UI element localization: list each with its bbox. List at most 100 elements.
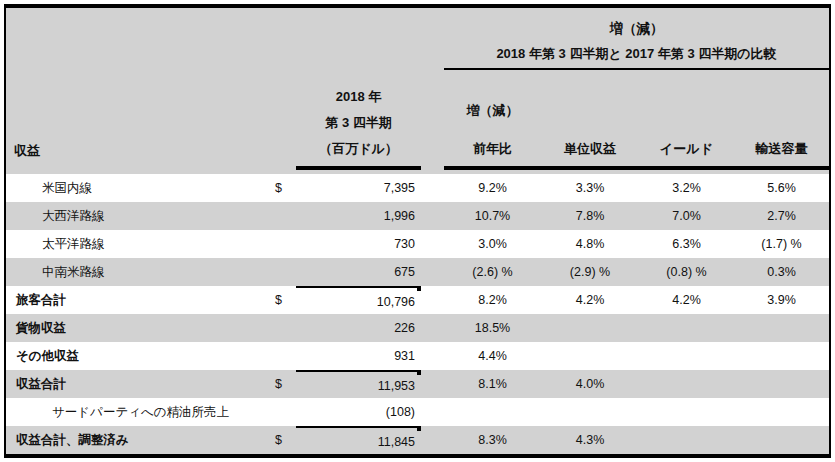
- column-header-change-group: 増（減） 前年比: [444, 100, 541, 162]
- group-title: 増（減）: [444, 16, 829, 42]
- dollar-sign: [271, 230, 296, 258]
- yield-value: [639, 314, 734, 342]
- row-label: 太平洋路線: [6, 230, 271, 258]
- column-header-amount-year: 2018 年: [296, 84, 421, 110]
- amount-value: 11,845: [296, 426, 421, 456]
- column-header-capacity: 輸送容量: [734, 136, 829, 162]
- table-row-revenue-total-adjusted: 収益合計、調整済み $ 11,845 8.3% 4.3%: [6, 426, 829, 454]
- row-label: 大西洋路線: [6, 202, 271, 230]
- column-gap: [421, 426, 444, 456]
- row-label: 収益合計、調整済み: [6, 426, 271, 456]
- row-label: 旅客合計: [6, 286, 271, 316]
- yoy-value: 10.7%: [444, 202, 541, 230]
- header-rule-change-group: [444, 166, 829, 170]
- dollar-sign: [271, 314, 296, 342]
- row-label: 収益合計: [6, 370, 271, 400]
- header-rule-amount-column: [296, 166, 421, 170]
- unit-revenue-value: 3.3%: [541, 174, 639, 202]
- yoy-value: (2.6) %: [444, 258, 541, 286]
- amount-value: 1,996: [296, 202, 421, 230]
- unit-revenue-value: 4.2%: [541, 286, 639, 316]
- column-header-amount-unit: （百万ドル）: [296, 136, 421, 162]
- unit-revenue-value: 4.8%: [541, 230, 639, 258]
- yoy-value: 8.1%: [444, 370, 541, 400]
- table-row-atlantic: 大西洋路線 1,996 10.7% 7.8% 7.0% 2.7%: [6, 202, 829, 230]
- yield-value: [639, 370, 734, 400]
- unit-revenue-value: 7.8%: [541, 202, 639, 230]
- row-label: サードパーティへの精油所売上: [6, 398, 271, 426]
- column-gap: [421, 342, 444, 370]
- column-gap: [421, 370, 444, 400]
- column-header-amount: 2018 年 第 3 四半期 （百万ドル）: [296, 84, 421, 162]
- dollar-sign: [271, 398, 296, 426]
- unit-revenue-value: 4.3%: [541, 426, 639, 456]
- dollar-sign: $: [271, 286, 296, 316]
- table-row-revenue-total: 収益合計 $ 11,953 8.1% 4.0%: [6, 370, 829, 398]
- amount-value: 675: [296, 258, 421, 286]
- revenue-comparison-table: 増（減） 2018 年第 3 四半期と 2017 年第 3 四半期の比較 収益 …: [4, 4, 831, 458]
- yield-value: 4.2%: [639, 286, 734, 316]
- yield-value: [639, 426, 734, 456]
- amount-value: 226: [296, 314, 421, 342]
- column-gap: [421, 230, 444, 258]
- unit-revenue-value: (2.9) %: [541, 258, 639, 286]
- column-header-unit-revenue: 単位収益: [541, 136, 639, 162]
- capacity-value: [734, 398, 829, 426]
- capacity-value: [734, 342, 829, 370]
- table-row-third-party-refinery: サードパーティへの精油所売上 (108): [6, 398, 829, 426]
- yoy-value: [444, 398, 541, 426]
- yoy-value: 8.3%: [444, 426, 541, 456]
- dollar-sign: $: [271, 370, 296, 400]
- capacity-value: (1.7) %: [734, 230, 829, 258]
- column-gap: [421, 258, 444, 286]
- yoy-value: 18.5%: [444, 314, 541, 342]
- unit-revenue-value: 4.0%: [541, 370, 639, 400]
- table-body: 米国内線 $ 7,395 9.2% 3.3% 3.2% 5.6% 大西洋路線 1…: [6, 174, 829, 454]
- table-row-pacific: 太平洋路線 730 3.0% 4.8% 6.3% (1.7) %: [6, 230, 829, 258]
- column-header-yield: イールド: [639, 136, 734, 162]
- unit-revenue-value: [541, 342, 639, 370]
- capacity-value: [734, 314, 829, 342]
- table-row-passenger-total: 旅客合計 $ 10,796 8.2% 4.2% 4.2% 3.9%: [6, 286, 829, 314]
- yield-value: 6.3%: [639, 230, 734, 258]
- amount-value: 931: [296, 342, 421, 370]
- yield-value: [639, 398, 734, 426]
- column-header-yoy: 前年比: [444, 136, 541, 162]
- table-row-cargo-revenue: 貨物収益 226 18.5%: [6, 314, 829, 342]
- yield-value: 7.0%: [639, 202, 734, 230]
- table-row-domestic: 米国内線 $ 7,395 9.2% 3.3% 3.2% 5.6%: [6, 174, 829, 202]
- column-header-revenue: 収益: [6, 142, 271, 162]
- row-label: 貨物収益: [6, 314, 271, 342]
- column-gap: [421, 202, 444, 230]
- unit-revenue-value: [541, 398, 639, 426]
- amount-value: (108): [296, 398, 421, 426]
- yoy-value: 4.4%: [444, 342, 541, 370]
- dollar-sign: $: [271, 174, 296, 202]
- column-gap: [421, 174, 444, 202]
- amount-value: 11,953: [296, 370, 421, 400]
- column-gap: [421, 314, 444, 342]
- dollar-sign: [271, 202, 296, 230]
- yoy-value: 8.2%: [444, 286, 541, 316]
- dollar-sign: [271, 258, 296, 286]
- amount-value: 7,395: [296, 174, 421, 202]
- capacity-value: [734, 426, 829, 456]
- capacity-value: 5.6%: [734, 174, 829, 202]
- row-label: 中南米路線: [6, 258, 271, 286]
- row-label: その他収益: [6, 342, 271, 370]
- capacity-value: 2.7%: [734, 202, 829, 230]
- dollar-sign: [271, 342, 296, 370]
- yield-value: (0.8) %: [639, 258, 734, 286]
- table-row-latin-america: 中南米路線 675 (2.6) % (2.9) % (0.8) % 0.3%: [6, 258, 829, 286]
- capacity-value: 0.3%: [734, 258, 829, 286]
- yoy-value: 9.2%: [444, 174, 541, 202]
- capacity-value: 3.9%: [734, 286, 829, 316]
- table-row-other-revenue: その他収益 931 4.4%: [6, 342, 829, 370]
- yield-value: [639, 342, 734, 370]
- row-label: 米国内線: [6, 174, 271, 202]
- column-header-change: 増（減）: [444, 100, 541, 122]
- amount-value: 10,796: [296, 286, 421, 316]
- amount-value: 730: [296, 230, 421, 258]
- capacity-value: [734, 370, 829, 400]
- table-header: 増（減） 2018 年第 3 四半期と 2017 年第 3 四半期の比較 収益 …: [6, 8, 829, 174]
